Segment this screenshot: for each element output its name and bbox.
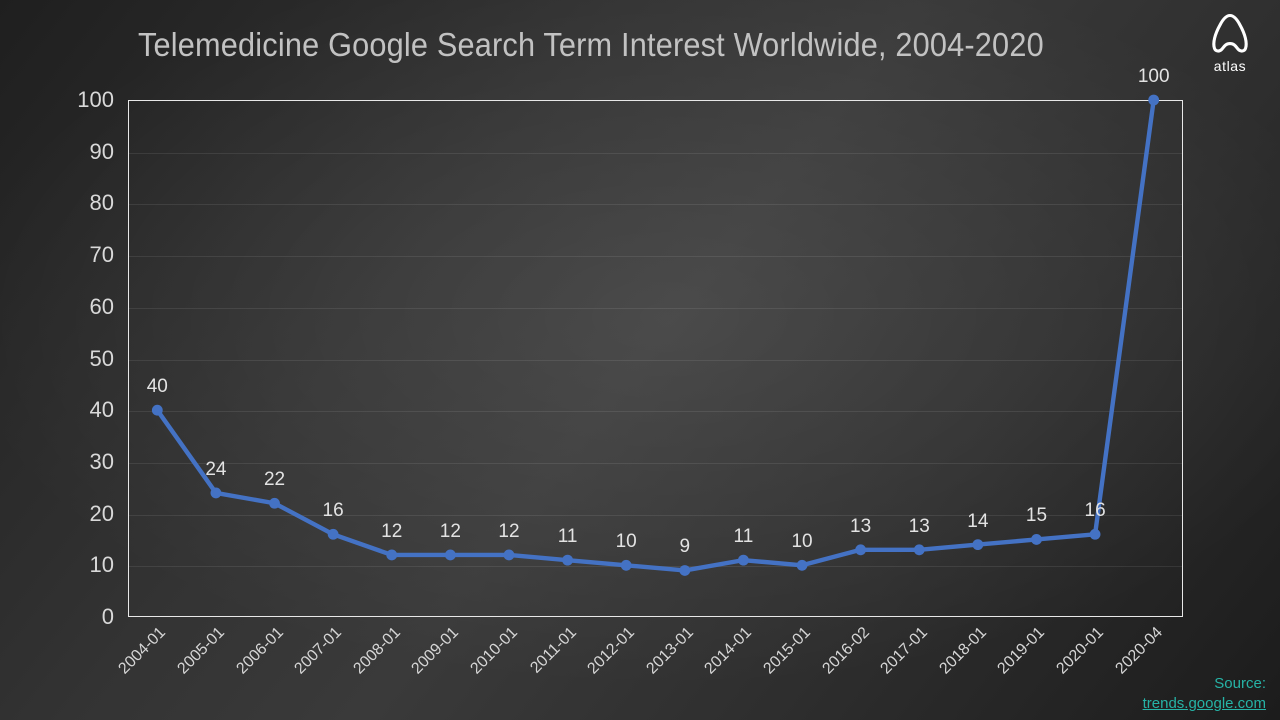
- plot-area: [128, 100, 1183, 617]
- data-point-label: 24: [205, 458, 227, 480]
- y-axis-tick-label: 40: [89, 397, 114, 423]
- data-point-label: 12: [498, 520, 520, 542]
- y-axis-tick-label: 50: [89, 345, 114, 371]
- data-point-label: 16: [1084, 500, 1106, 522]
- data-point-label: 15: [1025, 505, 1048, 527]
- data-point-label: 11: [733, 526, 754, 548]
- y-axis-tick-label: 30: [89, 448, 114, 474]
- y-axis-tick-label: 80: [89, 190, 114, 216]
- data-point-label: 10: [791, 531, 813, 553]
- source-link[interactable]: trends.google.com: [1142, 695, 1266, 712]
- data-point-label: 100: [1137, 66, 1170, 87]
- y-axis-tick-label: 10: [89, 552, 114, 578]
- data-point-label: 11: [557, 526, 578, 548]
- data-point-label: 16: [322, 500, 344, 522]
- atlas-logo-text: atlas: [1213, 58, 1247, 74]
- atlas-logo: atlas: [1198, 8, 1262, 80]
- data-point-label: 22: [263, 469, 286, 491]
- y-axis-tick-label: 70: [89, 242, 114, 268]
- gridline: [129, 462, 1182, 464]
- source-label: Source:: [1214, 675, 1266, 692]
- gridline: [129, 359, 1182, 361]
- gridline: [129, 411, 1182, 413]
- gridline: [129, 566, 1182, 568]
- data-point-label: 12: [381, 520, 403, 542]
- gridline: [129, 256, 1182, 258]
- atlas-arch-icon: [1212, 13, 1248, 53]
- gridline: [129, 152, 1182, 154]
- data-point-label: 12: [439, 520, 461, 542]
- source-note: Source: trends.google.com: [1143, 674, 1266, 714]
- data-point-label: 13: [908, 515, 930, 537]
- page-title: Telemedicine Google Search Term Interest…: [138, 26, 1044, 63]
- y-axis-tick-label: 20: [89, 500, 114, 526]
- data-point-label: 10: [615, 531, 637, 553]
- y-axis-tick-label: 0: [101, 604, 114, 629]
- y-axis-tick-label: 100: [77, 87, 114, 112]
- data-point-label: 40: [146, 376, 168, 398]
- data-point-label: 14: [967, 510, 989, 532]
- data-point-label: 9: [679, 536, 691, 558]
- y-axis-tick-label: 90: [89, 138, 114, 164]
- gridline: [129, 307, 1182, 309]
- gridline: [129, 204, 1182, 206]
- y-axis-tick-label: 60: [89, 293, 114, 319]
- gridline: [129, 514, 1182, 516]
- data-point-label: 13: [850, 515, 872, 537]
